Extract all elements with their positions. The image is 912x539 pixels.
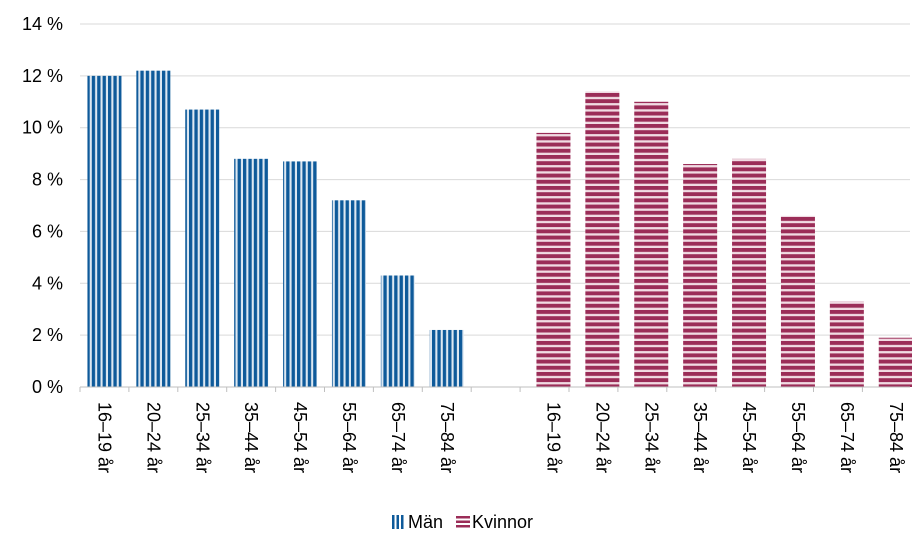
legend-swatch-man [392,515,406,529]
bar-man [380,275,415,387]
y-tick-label: 8 % [32,170,63,190]
x-axis-tick-labels: 16–19 år 20–24 år 25–34 år 35–44 år 45–54 år… [94,402,905,473]
bars [87,70,912,388]
bar-man [283,161,318,387]
bar-kvinna [634,101,669,388]
bar-man [185,109,220,388]
bar-kvinna [780,215,815,387]
bar-kvinna [732,158,767,387]
x-tick-label: 16–19 år [94,402,114,473]
x-tick-label: 75–84 år [437,402,457,473]
x-tick-label: 35–44 år [241,402,261,473]
y-tick-label: 10 % [22,118,63,138]
legend-swatch-kvinna [456,515,470,529]
legend-label-man: Män [408,512,443,532]
bar-man [429,329,464,387]
x-tick-label: 75–84 år [886,402,906,473]
x-tick-label: 65–74 år [388,402,408,473]
y-tick-label: 4 % [32,273,63,293]
bar-kvinna [829,301,864,387]
bar-man [234,158,269,387]
x-tick-label: 25–34 år [192,402,212,473]
legend-label-kvinna: Kvinnor [472,512,533,532]
x-tick-label: 20–24 år [143,402,163,473]
y-tick-label: 2 % [32,325,63,345]
y-axis-tick-labels: 0 % 2 % 4 % 6 % 8 % 10 % 12 % 14 % [22,14,63,397]
bar-man [331,200,366,387]
bar-kvinna [585,91,620,388]
bar-man [87,75,122,387]
y-tick-label: 14 % [22,14,63,34]
bar-kvinna [878,337,912,387]
bar-kvinna [683,164,718,387]
x-tick-label: 65–74 år [837,402,857,473]
y-tick-label: 6 % [32,221,63,241]
x-tick-label: 35–44 år [690,402,710,473]
x-tick-label: 25–34 år [641,402,661,473]
x-tick-label: 55–64 år [339,402,359,473]
x-tick-label: 16–19 år [543,402,563,473]
y-tick-label: 0 % [32,377,63,397]
bar-kvinna [536,132,571,387]
legend: Män Kvinnor [392,512,533,532]
y-tick-label: 12 % [22,66,63,86]
x-tick-label: 45–54 år [739,402,759,473]
x-tick-label: 55–64 år [788,402,808,473]
bar-man [136,70,171,388]
x-tick-label: 45–54 år [290,402,310,473]
x-axis [79,386,910,392]
x-tick-label: 20–24 år [592,402,612,473]
